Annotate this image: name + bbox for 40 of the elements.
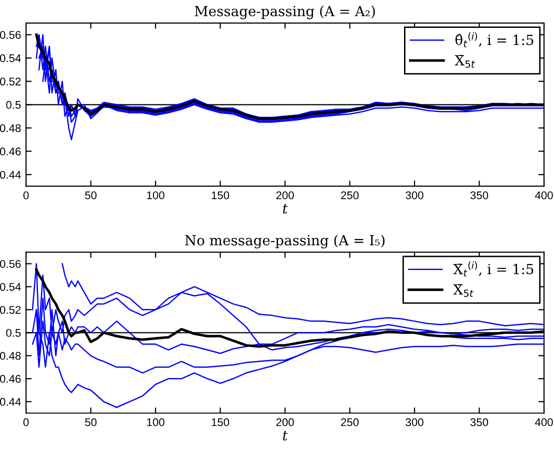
y-tick-label: 0.44 <box>0 170 21 179</box>
x-tick-label: 300 <box>406 191 424 200</box>
y-tick-label: 0.52 <box>0 78 21 86</box>
x-tick-label: 100 <box>147 191 164 200</box>
x-tick-label: 200 <box>276 191 294 200</box>
legend-label: X̄$_{t}$$^{(i)}$, i = 1:5 <box>453 261 534 276</box>
chart-title: Message-passing (A = A₂) <box>194 6 375 20</box>
legend-label: X̄$_{5t}$ <box>454 54 476 68</box>
x-tick-label: 50 <box>85 418 97 426</box>
x-tick-label: 350 <box>470 418 488 426</box>
x-tick-label: 150 <box>212 191 230 200</box>
x-tick-label: 250 <box>341 418 359 426</box>
x-tick-label: 400 <box>535 191 553 200</box>
x-tick-label: 50 <box>85 191 97 200</box>
x-tick-label: 400 <box>535 418 553 426</box>
x-tick-label: 300 <box>406 418 424 426</box>
y-tick-label: 0.44 <box>0 398 21 406</box>
legend-label: θ̂$_{t}$$^{(i)}$, i = 1:5 <box>455 32 534 48</box>
y-tick-label: 0.54 <box>0 54 21 62</box>
x-tick-label: 0 <box>23 191 29 200</box>
y-tick-label: 0.54 <box>0 282 21 291</box>
x-tick-label: 150 <box>212 418 230 426</box>
x-tick-label: 100 <box>147 418 164 426</box>
y-tick-label: 0.48 <box>0 352 21 360</box>
chart-title: No message-passing (A = I₅) <box>185 234 385 248</box>
x-tick-label: 200 <box>276 418 294 426</box>
x-tick-label: 250 <box>341 191 359 200</box>
y-tick-label: 0.56 <box>0 30 21 39</box>
y-tick-label: 0.48 <box>0 124 21 132</box>
x-tick-label: 0 <box>23 418 29 426</box>
y-tick-label: 0.46 <box>0 148 21 156</box>
legend-label: X̄$_{5t}$ <box>453 284 474 297</box>
y-tick-label: 0.46 <box>0 374 21 383</box>
y-tick-label: 0.5 <box>6 328 21 337</box>
x-axis-title: t <box>283 430 288 440</box>
x-tick-label: 350 <box>470 191 488 200</box>
y-tick-label: 0.5 <box>6 100 21 109</box>
y-tick-label: 0.52 <box>0 306 21 314</box>
x-axis-title: t <box>283 204 288 214</box>
y-tick-label: 0.56 <box>0 260 21 268</box>
